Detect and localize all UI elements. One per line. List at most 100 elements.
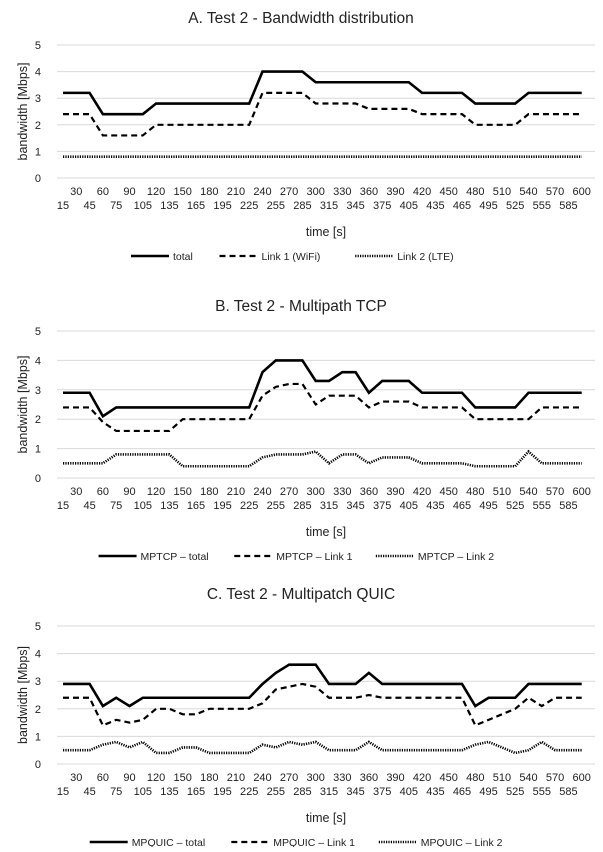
chart1-xtick-label: 90 <box>123 486 135 498</box>
chart0-xtick-label: 600 <box>573 186 591 198</box>
chart2-xtick-label: 540 <box>519 772 537 784</box>
chart1-xtick-label: 180 <box>200 486 218 498</box>
chart2-xtick-label: 345 <box>346 786 364 798</box>
chart2-xtick-label: 135 <box>160 786 178 798</box>
chart0-xtick-label: 420 <box>413 186 431 198</box>
chart0-xtick-label: 450 <box>440 186 458 198</box>
chart2-xtick-label: 225 <box>240 786 258 798</box>
chart0-xtick-label: 315 <box>320 200 338 212</box>
chart1-panel: B. Test 2 - Multipath TCP012345bandwidth… <box>16 298 595 563</box>
chart0-xtick-label: 180 <box>200 186 218 198</box>
chart1-xtick-label: 540 <box>519 486 537 498</box>
chart2-xtick-label: 465 <box>453 786 471 798</box>
chart2-ytick-label: 5 <box>35 621 41 633</box>
chart2-xtick-label: 600 <box>573 772 591 784</box>
chart0-ytick-label: 4 <box>35 67 41 79</box>
chart0-xtick-label: 285 <box>293 200 311 212</box>
chart0-xtick-label: 405 <box>400 200 418 212</box>
chart2-xtick-label: 375 <box>373 786 391 798</box>
chart1-ytick-label: 1 <box>35 444 41 456</box>
chart2-ytick-label: 0 <box>35 759 41 771</box>
chart1-xtick-label: 225 <box>240 500 258 512</box>
chart1-ytick-label: 4 <box>35 355 41 367</box>
chart0-series-dashed-line <box>63 91 582 137</box>
chart1-xlabel: time [s] <box>306 525 346 539</box>
chart0-xtick-label: 510 <box>493 186 511 198</box>
chart0-xtick-label: 165 <box>187 200 205 212</box>
chart1-series-dashed-line <box>63 382 582 433</box>
chart2-xtick-label: 105 <box>134 786 152 798</box>
chart0-legend-label: Link 2 (LTE) <box>397 251 453 263</box>
chart1-legend-label: MPTCP – total <box>141 551 209 563</box>
chart2-xtick-label: 300 <box>307 772 325 784</box>
chart2-xtick-label: 315 <box>320 786 338 798</box>
chart0-xtick-label: 195 <box>213 200 231 212</box>
chart1-xtick-label: 420 <box>413 486 431 498</box>
chart2-series-dotted-line <box>63 740 582 755</box>
chart2-series-solid-line <box>63 663 582 708</box>
chart2-xtick-label: 60 <box>97 772 109 784</box>
chart1-xtick-label: 210 <box>227 486 245 498</box>
chart1-series-solid-line <box>63 359 582 419</box>
chart2-xtick-label: 480 <box>466 772 484 784</box>
chart0-xtick-label: 75 <box>110 200 122 212</box>
chart2-xtick-label: 390 <box>386 772 404 784</box>
chart0-legend-label: Link 1 (WiFi) <box>262 251 321 263</box>
chart0-xtick-label: 270 <box>280 186 298 198</box>
chart2-xtick-label: 285 <box>293 786 311 798</box>
chart0-ylabel: bandwidth [Mbps] <box>16 63 30 161</box>
chart2-xtick-label: 165 <box>187 786 205 798</box>
chart1-xtick-label: 435 <box>426 500 444 512</box>
chart2-xtick-label: 510 <box>493 772 511 784</box>
chart0-legend-label: total <box>173 251 193 263</box>
chart2-xtick-label: 75 <box>110 786 122 798</box>
chart0-xtick-label: 300 <box>307 186 325 198</box>
chart0-xtick-label: 570 <box>546 186 564 198</box>
chart1-xtick-label: 570 <box>546 486 564 498</box>
chart2-xtick-label: 450 <box>440 772 458 784</box>
chart1-ytick-label: 0 <box>35 473 41 485</box>
chart2-xtick-label: 240 <box>253 772 271 784</box>
chart1-xtick-label: 510 <box>493 486 511 498</box>
chart2-xtick-label: 15 <box>57 786 69 798</box>
chart0-xtick-label: 435 <box>426 200 444 212</box>
chart1-xtick-label: 165 <box>187 500 205 512</box>
chart1-xtick-label: 480 <box>466 486 484 498</box>
chart1-xtick-label: 255 <box>267 500 285 512</box>
chart2-xtick-label: 525 <box>506 786 524 798</box>
chart0-xtick-label: 120 <box>147 186 165 198</box>
chart2-series-dashed-line <box>63 682 582 727</box>
chart0-xtick-label: 45 <box>83 200 95 212</box>
chart2-xtick-label: 210 <box>227 772 245 784</box>
chart0-ytick-label: 1 <box>35 146 41 158</box>
chart2-title: C. Test 2 - Multipatch QUIC <box>207 586 395 603</box>
chart1-legend-label: MPTCP – Link 2 <box>418 551 494 563</box>
chart0-xtick-label: 60 <box>97 186 109 198</box>
chart1-xtick-label: 345 <box>346 500 364 512</box>
chart0-xtick-label: 345 <box>346 200 364 212</box>
chart0-xtick-label: 390 <box>386 186 404 198</box>
chart1-xtick-label: 330 <box>333 486 351 498</box>
chart0-xtick-label: 255 <box>267 200 285 212</box>
chart1-xtick-label: 195 <box>213 500 231 512</box>
chart0-ytick-label: 3 <box>35 93 41 105</box>
chart1-ylabel: bandwidth [Mbps] <box>16 356 30 454</box>
chart2-xtick-label: 570 <box>546 772 564 784</box>
chart2-xtick-label: 45 <box>83 786 95 798</box>
chart2-ytick-label: 3 <box>35 676 41 688</box>
chart2-xtick-label: 150 <box>174 772 192 784</box>
chart0-xtick-label: 330 <box>333 186 351 198</box>
chart2-xtick-label: 435 <box>426 786 444 798</box>
chart2-xtick-label: 495 <box>479 786 497 798</box>
chart0-xtick-label: 105 <box>134 200 152 212</box>
chart2-xtick-label: 360 <box>360 772 378 784</box>
chart0-xtick-label: 555 <box>533 200 551 212</box>
chart0-ytick-label: 2 <box>35 120 41 132</box>
chart0-xtick-label: 585 <box>559 200 577 212</box>
chart0-ytick-label: 5 <box>35 40 41 52</box>
chart1-xtick-label: 60 <box>97 486 109 498</box>
chart0-xtick-label: 15 <box>57 200 69 212</box>
chart2-panel: C. Test 2 - Multipatch QUIC012345bandwid… <box>16 586 595 849</box>
chart1-xtick-label: 525 <box>506 500 524 512</box>
chart0-xtick-label: 465 <box>453 200 471 212</box>
